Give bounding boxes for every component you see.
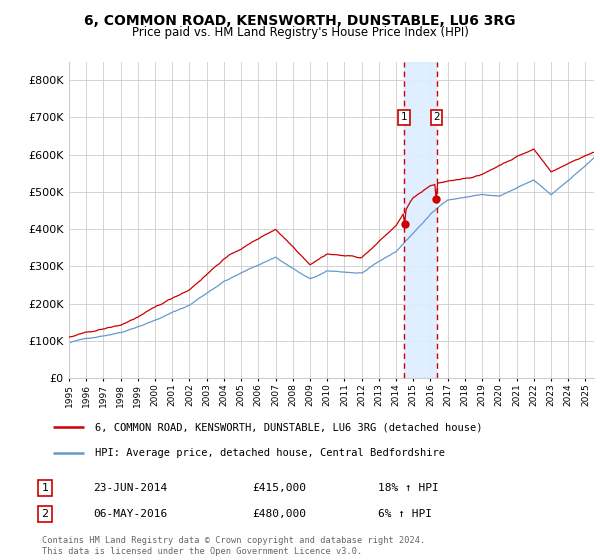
Text: Contains HM Land Registry data © Crown copyright and database right 2024.
This d: Contains HM Land Registry data © Crown c… <box>42 536 425 556</box>
Text: HPI: Average price, detached house, Central Bedfordshire: HPI: Average price, detached house, Cent… <box>95 448 445 458</box>
Text: 1: 1 <box>401 113 407 123</box>
Text: 2: 2 <box>433 113 440 123</box>
Text: 2: 2 <box>41 509 49 519</box>
Text: 6, COMMON ROAD, KENSWORTH, DUNSTABLE, LU6 3RG (detached house): 6, COMMON ROAD, KENSWORTH, DUNSTABLE, LU… <box>95 422 482 432</box>
Text: Price paid vs. HM Land Registry's House Price Index (HPI): Price paid vs. HM Land Registry's House … <box>131 26 469 39</box>
Text: 06-MAY-2016: 06-MAY-2016 <box>93 509 167 519</box>
Bar <box>404 62 436 378</box>
Text: £415,000: £415,000 <box>252 483 306 493</box>
Text: 23-JUN-2014: 23-JUN-2014 <box>93 483 167 493</box>
Text: 18% ↑ HPI: 18% ↑ HPI <box>378 483 439 493</box>
Text: £480,000: £480,000 <box>252 509 306 519</box>
Text: 1: 1 <box>41 483 49 493</box>
Text: 6% ↑ HPI: 6% ↑ HPI <box>378 509 432 519</box>
Text: 6, COMMON ROAD, KENSWORTH, DUNSTABLE, LU6 3RG: 6, COMMON ROAD, KENSWORTH, DUNSTABLE, LU… <box>84 14 516 28</box>
